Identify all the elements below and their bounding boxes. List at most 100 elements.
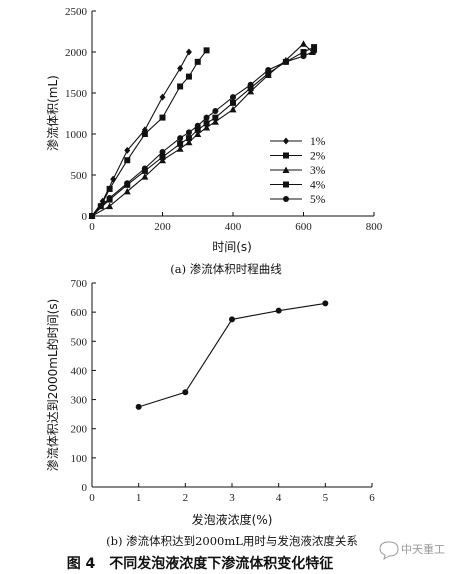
y-tick-label: 200 bbox=[71, 424, 88, 436]
y-tick-label: 500 bbox=[71, 170, 88, 182]
data-point bbox=[300, 49, 307, 55]
data-point bbox=[159, 156, 166, 164]
chart-b-caption: (b) 渗流体积达到2000mL用时与发泡液浓度关系 bbox=[106, 534, 358, 548]
data-point bbox=[106, 185, 113, 192]
x-tick-label: 4 bbox=[276, 492, 282, 504]
chart-a-ylabel: 渗流体积(mL) bbox=[45, 75, 60, 151]
data-point bbox=[159, 93, 166, 101]
data-point bbox=[135, 403, 142, 410]
data-point bbox=[89, 213, 95, 219]
series-line bbox=[91, 46, 315, 217]
series-3 bbox=[88, 40, 316, 219]
data-point bbox=[123, 187, 131, 195]
legend-marker bbox=[282, 166, 290, 173]
legend-label: 3% bbox=[310, 165, 326, 177]
series-line bbox=[91, 50, 208, 217]
data-point bbox=[124, 180, 131, 187]
data-point bbox=[194, 130, 202, 137]
x-tick-label: 0 bbox=[89, 492, 95, 504]
data-point bbox=[159, 114, 166, 121]
data-point bbox=[230, 99, 236, 106]
y-tick-label: 600 bbox=[71, 307, 88, 319]
series-1 bbox=[89, 48, 192, 220]
x-tick-label: 800 bbox=[366, 221, 383, 233]
x-tick-label: 0 bbox=[89, 221, 95, 233]
data-point bbox=[230, 94, 236, 101]
data-point bbox=[194, 126, 201, 133]
legend-entry: 2% bbox=[270, 151, 326, 163]
legend-label: 4% bbox=[310, 180, 326, 192]
data-point bbox=[203, 47, 210, 54]
chart-b-ylabel: 渗流体积达到2000mL的时间(s) bbox=[45, 299, 60, 472]
data-point bbox=[141, 173, 149, 180]
data-point bbox=[300, 53, 307, 60]
x-tick-label: 200 bbox=[154, 221, 171, 233]
y-tick-label: 2000 bbox=[65, 47, 88, 59]
data-point bbox=[229, 316, 235, 323]
data-point bbox=[247, 85, 254, 92]
y-tick-label: 700 bbox=[71, 278, 88, 290]
data-point bbox=[265, 67, 272, 74]
data-point bbox=[177, 140, 184, 147]
data-point bbox=[182, 389, 189, 396]
series-5 bbox=[89, 48, 318, 219]
data-point bbox=[229, 105, 237, 113]
data-point bbox=[203, 123, 211, 131]
data-point bbox=[265, 70, 272, 77]
y-tick-label: 300 bbox=[71, 395, 88, 407]
data-point bbox=[203, 120, 210, 127]
y-tick-label: 1000 bbox=[65, 129, 88, 141]
x-tick-label: 6 bbox=[369, 492, 375, 504]
y-tick-label: 1500 bbox=[65, 88, 88, 100]
chart-a-legend: 1% 2% 3% 4% 5% bbox=[270, 136, 326, 206]
figure-title: 图 4 不同发泡液浓度下渗流体积变化特征 bbox=[67, 555, 334, 572]
chart-a: 0 200 400 600 800 0 500 1000 1500 2000 2500 1% 2% 3%… bbox=[45, 6, 383, 276]
watermark: 中天重工 bbox=[379, 541, 445, 561]
data-point bbox=[106, 202, 114, 210]
series-1 bbox=[135, 300, 329, 410]
x-tick-label: 600 bbox=[295, 221, 312, 233]
wechat-icon bbox=[379, 541, 399, 561]
y-tick-label: 100 bbox=[71, 453, 88, 465]
series-line bbox=[91, 50, 315, 217]
legend-entry: 1% bbox=[270, 136, 326, 148]
chart-a-xlabel: 时间(s) bbox=[212, 240, 252, 254]
data-point bbox=[194, 122, 201, 129]
data-point bbox=[106, 194, 113, 201]
series-line bbox=[91, 51, 190, 217]
legend-entry: 4% bbox=[270, 180, 326, 192]
x-tick-label: 1 bbox=[136, 492, 142, 504]
series-4 bbox=[89, 44, 318, 219]
legend-marker bbox=[283, 196, 289, 202]
legend-label: 5% bbox=[310, 194, 326, 206]
data-point bbox=[211, 118, 219, 125]
data-point bbox=[185, 73, 192, 80]
chart-b: 0 1 2 3 4 5 6 0 100 200 300 400 500 600 700 发泡液浓度(%) 渗… bbox=[45, 278, 375, 548]
chart-b-xlabel: 发泡液浓度(%) bbox=[192, 512, 273, 527]
legend-entry: 3% bbox=[270, 165, 326, 177]
data-point bbox=[177, 83, 184, 90]
chart-a-axes: 0 200 400 600 800 0 500 1000 1500 2000 2500 bbox=[65, 6, 383, 233]
data-point bbox=[311, 48, 318, 55]
data-point bbox=[275, 307, 282, 314]
data-point bbox=[185, 138, 193, 146]
y-tick-label: 500 bbox=[71, 336, 88, 348]
series-line bbox=[91, 43, 313, 217]
data-point bbox=[247, 87, 255, 95]
chart-a-series bbox=[88, 40, 318, 220]
legend-entry: 5% bbox=[270, 194, 326, 206]
data-point bbox=[203, 114, 210, 121]
chart-a-caption: (a) 渗流体积时程曲线 bbox=[170, 262, 282, 276]
data-point bbox=[97, 203, 104, 210]
chart-b-series bbox=[135, 300, 329, 410]
legend-label: 1% bbox=[310, 136, 326, 148]
chart-b-axes: 0 1 2 3 4 5 6 0 100 200 300 400 500 600 700 bbox=[71, 278, 376, 504]
data-point bbox=[141, 131, 148, 137]
data-point bbox=[212, 108, 219, 115]
y-tick-label: 2500 bbox=[65, 6, 88, 18]
watermark-text: 中天重工 bbox=[401, 542, 445, 556]
x-tick-label: 5 bbox=[323, 492, 329, 504]
legend-marker bbox=[283, 152, 289, 159]
data-point bbox=[300, 40, 307, 47]
